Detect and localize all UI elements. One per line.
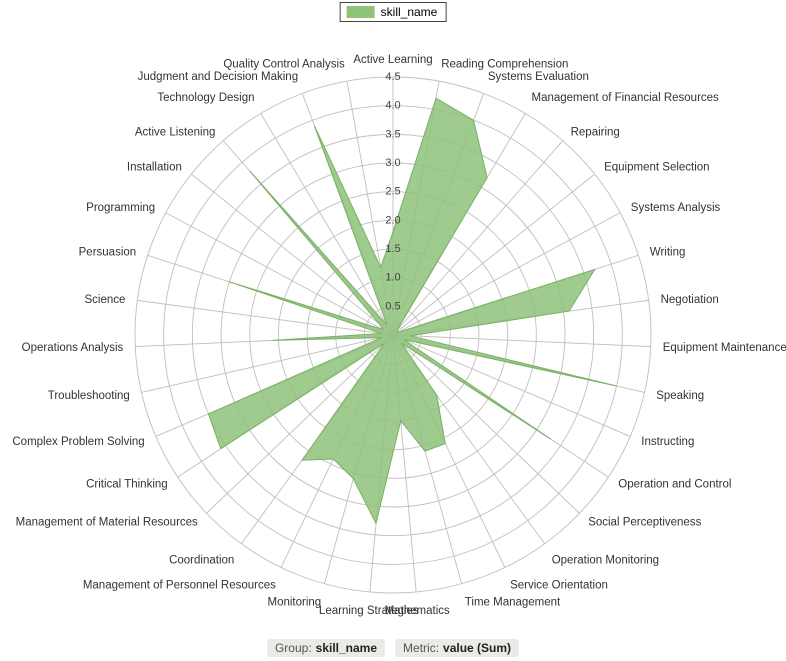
axis-label: Quality Control Analysis (223, 58, 345, 70)
axis-label: Instructing (641, 436, 694, 448)
radar-chart: 0.5 1.0 1.5 2.0 2.5 3.0 3.5 4.0 4.5 Active Learni… (0, 0, 786, 661)
legend-swatch (347, 6, 375, 18)
axis-label: Operation Monitoring (552, 554, 659, 566)
axis-label: Management of Financial Resources (532, 92, 720, 104)
axis-label: Technology Design (157, 92, 254, 104)
axis-label: Management of Personnel Resources (83, 579, 276, 591)
axis-label: Active Listening (135, 127, 216, 139)
axis-label: Operations Analysis (22, 342, 124, 354)
svg-text:3.5: 3.5 (385, 128, 400, 140)
footer-metric: Metric: value (Sum) (395, 639, 519, 657)
axis-label: Operation and Control (618, 479, 731, 491)
axis-label: Critical Thinking (86, 479, 168, 491)
axis-label: Reading Comprehension (441, 58, 568, 70)
axis-label: Active Learning (353, 54, 432, 66)
axis-label: Systems Evaluation (488, 71, 589, 83)
axis-label: Service Orientation (510, 579, 608, 591)
svg-text:4.5: 4.5 (385, 71, 400, 83)
footer-group: Group: skill_name (267, 639, 385, 657)
svg-text:0.5: 0.5 (385, 300, 400, 312)
axis-label: Systems Analysis (631, 202, 721, 214)
axis-label: Complex Problem Solving (12, 436, 144, 448)
legend: skill_name (340, 2, 447, 22)
axis-label: Persuasion (79, 247, 137, 259)
legend-label: skill_name (381, 5, 438, 19)
svg-text:4.0: 4.0 (385, 100, 400, 112)
axis-label: Judgment and Decision Making (138, 71, 298, 83)
axis-label: Repairing (571, 127, 620, 139)
axis-label: Learning Strategies (319, 605, 419, 617)
axis-label: Equipment Maintenance (663, 342, 786, 354)
axis-label: Troubleshooting (48, 390, 130, 402)
axis-label: Monitoring (267, 596, 321, 608)
axis-label: Speaking (656, 390, 704, 402)
chart-footer: Group: skill_name Metric: value (Sum) (267, 639, 519, 657)
svg-text:2.5: 2.5 (385, 186, 400, 198)
axis-label: Installation (127, 162, 182, 174)
svg-text:1.5: 1.5 (385, 243, 400, 255)
axis-label: Negotiation (661, 294, 719, 306)
radar-chart-container: skill_name 0.5 1.0 1.5 2.0 2.5 3.0 3.5 4.0 4.5 Ac… (0, 0, 786, 661)
axis-label: Programming (86, 202, 155, 214)
axis-label: Management of Material Resources (16, 517, 198, 529)
svg-text:1.0: 1.0 (385, 272, 400, 284)
axis-label: Social Perceptiveness (588, 517, 701, 529)
axis-label: Writing (650, 247, 686, 259)
axis-label: Science (84, 294, 125, 306)
axis-label: Time Management (465, 596, 561, 608)
svg-text:2.0: 2.0 (385, 214, 400, 226)
svg-text:3.0: 3.0 (385, 157, 400, 169)
axis-label: Coordination (169, 554, 234, 566)
axis-label: Equipment Selection (604, 162, 709, 174)
